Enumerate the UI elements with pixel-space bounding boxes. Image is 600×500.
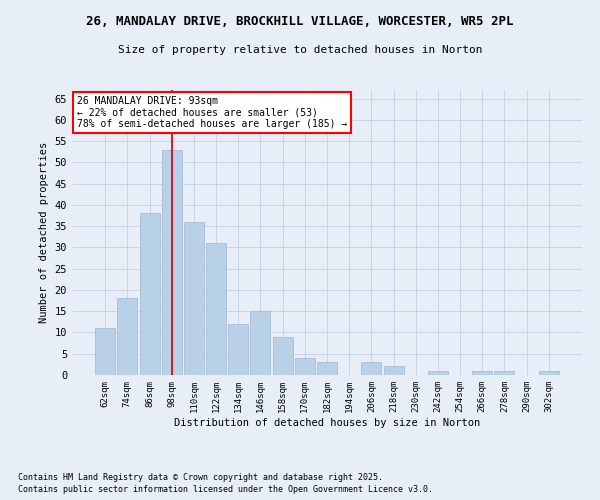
Text: Size of property relative to detached houses in Norton: Size of property relative to detached ho…: [118, 45, 482, 55]
Text: 26, MANDALAY DRIVE, BROCKHILL VILLAGE, WORCESTER, WR5 2PL: 26, MANDALAY DRIVE, BROCKHILL VILLAGE, W…: [86, 15, 514, 28]
Text: Contains public sector information licensed under the Open Government Licence v3: Contains public sector information licen…: [18, 485, 433, 494]
Bar: [95, 328, 115, 375]
Bar: [317, 362, 337, 375]
Text: 26 MANDALAY DRIVE: 93sqm
← 22% of detached houses are smaller (53)
78% of semi-d: 26 MANDALAY DRIVE: 93sqm ← 22% of detach…: [77, 96, 347, 129]
Bar: [383, 366, 404, 375]
Bar: [140, 214, 160, 375]
Bar: [206, 243, 226, 375]
X-axis label: Distribution of detached houses by size in Norton: Distribution of detached houses by size …: [174, 418, 480, 428]
Bar: [428, 370, 448, 375]
Bar: [250, 311, 271, 375]
Text: Contains HM Land Registry data © Crown copyright and database right 2025.: Contains HM Land Registry data © Crown c…: [18, 472, 383, 482]
Bar: [272, 336, 293, 375]
Bar: [295, 358, 315, 375]
Bar: [184, 222, 204, 375]
Y-axis label: Number of detached properties: Number of detached properties: [39, 142, 49, 323]
Bar: [539, 370, 559, 375]
Bar: [472, 370, 492, 375]
Bar: [118, 298, 137, 375]
Bar: [361, 362, 382, 375]
Bar: [162, 150, 182, 375]
Bar: [494, 370, 514, 375]
Bar: [228, 324, 248, 375]
